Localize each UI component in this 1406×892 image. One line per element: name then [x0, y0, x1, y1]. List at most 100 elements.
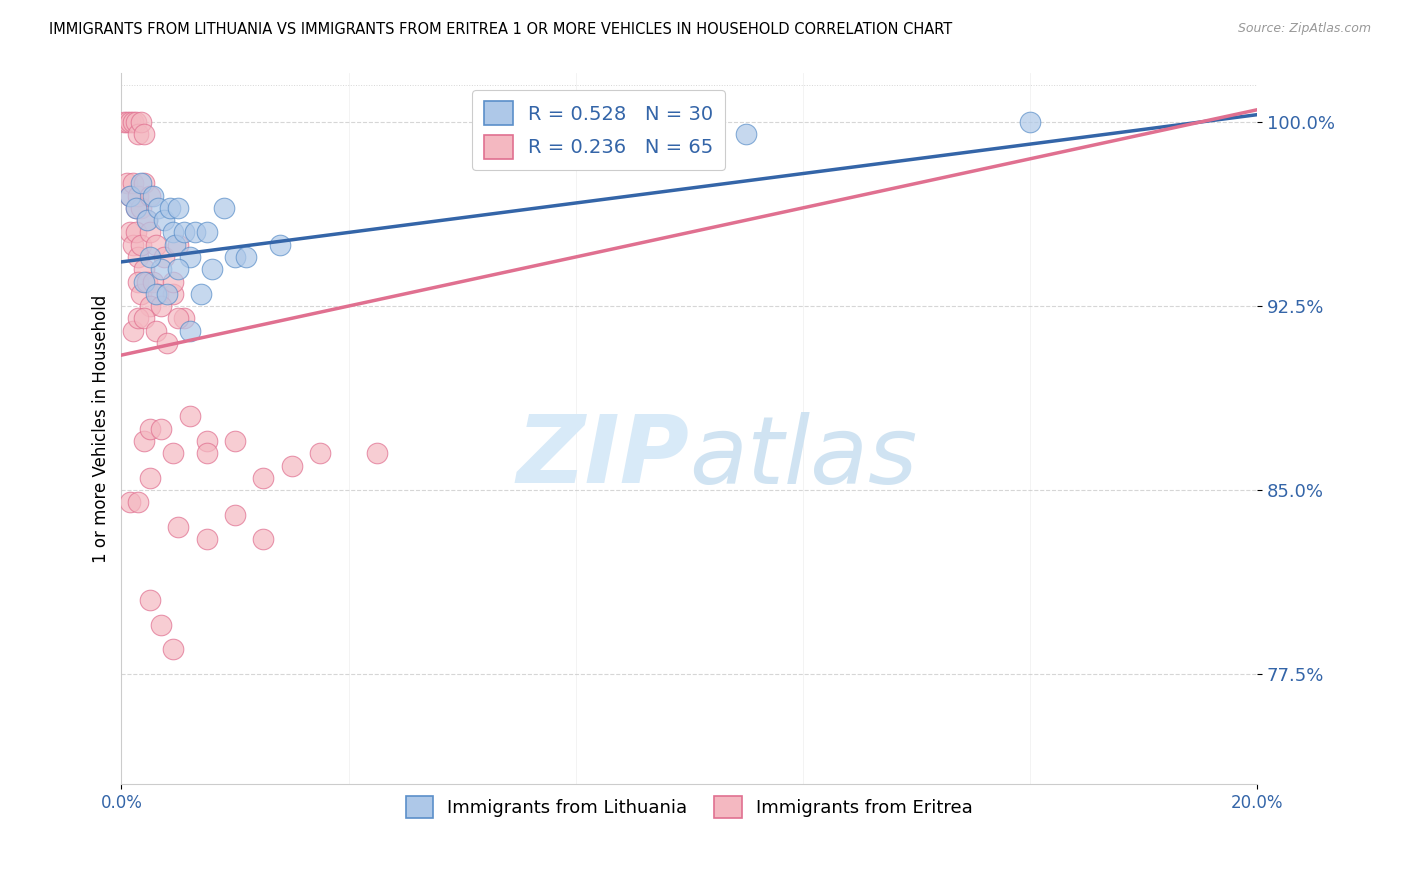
Point — [134, 128, 156, 142]
Point — [252, 532, 274, 546]
Point — [156, 286, 179, 301]
Point — [224, 434, 246, 448]
Point — [1019, 115, 1042, 129]
Point — [134, 311, 156, 326]
Point — [184, 226, 207, 240]
Point — [173, 226, 195, 240]
Point — [134, 262, 156, 277]
Point — [127, 250, 149, 264]
Point — [131, 177, 153, 191]
Point — [179, 409, 201, 424]
Point — [167, 311, 190, 326]
Point — [235, 250, 257, 264]
Point — [212, 201, 235, 215]
Point — [124, 201, 146, 215]
Point — [118, 115, 141, 129]
Point — [142, 188, 165, 202]
Point — [121, 237, 143, 252]
Point — [269, 237, 291, 252]
Point — [131, 201, 153, 215]
Point — [201, 262, 224, 277]
Point — [124, 115, 146, 129]
Point — [179, 324, 201, 338]
Point — [139, 299, 162, 313]
Point — [153, 213, 176, 227]
Point — [127, 311, 149, 326]
Point — [118, 188, 141, 202]
Text: ZIP: ZIP — [516, 411, 689, 503]
Point — [124, 201, 146, 215]
Point — [127, 128, 149, 142]
Point — [162, 446, 184, 460]
Point — [139, 250, 162, 264]
Point — [139, 471, 162, 485]
Point — [162, 642, 184, 657]
Point — [173, 311, 195, 326]
Point — [366, 446, 388, 460]
Point — [131, 286, 153, 301]
Point — [145, 286, 167, 301]
Point — [121, 324, 143, 338]
Point — [127, 188, 149, 202]
Point — [118, 495, 141, 509]
Point — [150, 422, 173, 436]
Point — [195, 434, 218, 448]
Point — [139, 422, 162, 436]
Point — [162, 275, 184, 289]
Point — [281, 458, 304, 473]
Point — [127, 275, 149, 289]
Point — [134, 177, 156, 191]
Y-axis label: 1 or more Vehicles in Household: 1 or more Vehicles in Household — [93, 294, 110, 563]
Point — [162, 286, 184, 301]
Point — [179, 250, 201, 264]
Point — [121, 115, 143, 129]
Point — [156, 335, 179, 350]
Point — [150, 618, 173, 632]
Point — [139, 593, 162, 607]
Point — [148, 286, 170, 301]
Text: Source: ZipAtlas.com: Source: ZipAtlas.com — [1237, 22, 1371, 36]
Text: IMMIGRANTS FROM LITHUANIA VS IMMIGRANTS FROM ERITREA 1 OR MORE VEHICLES IN HOUSE: IMMIGRANTS FROM LITHUANIA VS IMMIGRANTS … — [49, 22, 952, 37]
Point — [224, 250, 246, 264]
Point — [115, 115, 138, 129]
Point — [115, 177, 138, 191]
Point — [124, 226, 146, 240]
Point — [165, 237, 187, 252]
Point — [190, 286, 212, 301]
Text: atlas: atlas — [689, 412, 918, 503]
Point — [136, 213, 159, 227]
Point — [121, 177, 143, 191]
Point — [150, 262, 173, 277]
Point — [134, 275, 156, 289]
Point — [145, 324, 167, 338]
Point — [167, 201, 190, 215]
Point — [162, 226, 184, 240]
Point — [136, 275, 159, 289]
Point — [159, 201, 181, 215]
Point — [309, 446, 332, 460]
Point — [167, 262, 190, 277]
Point — [735, 128, 758, 142]
Point — [150, 299, 173, 313]
Legend: Immigrants from Lithuania, Immigrants from Eritrea: Immigrants from Lithuania, Immigrants fr… — [398, 789, 980, 825]
Point — [139, 226, 162, 240]
Point — [167, 520, 190, 534]
Point — [167, 237, 190, 252]
Point — [127, 495, 149, 509]
Point — [252, 471, 274, 485]
Point — [195, 446, 218, 460]
Point — [136, 213, 159, 227]
Point — [195, 226, 218, 240]
Point — [118, 226, 141, 240]
Point — [142, 275, 165, 289]
Point — [195, 532, 218, 546]
Point — [118, 188, 141, 202]
Point — [112, 115, 135, 129]
Point — [131, 237, 153, 252]
Point — [131, 115, 153, 129]
Point — [145, 237, 167, 252]
Point — [139, 188, 162, 202]
Point — [148, 201, 170, 215]
Point — [134, 434, 156, 448]
Point — [224, 508, 246, 522]
